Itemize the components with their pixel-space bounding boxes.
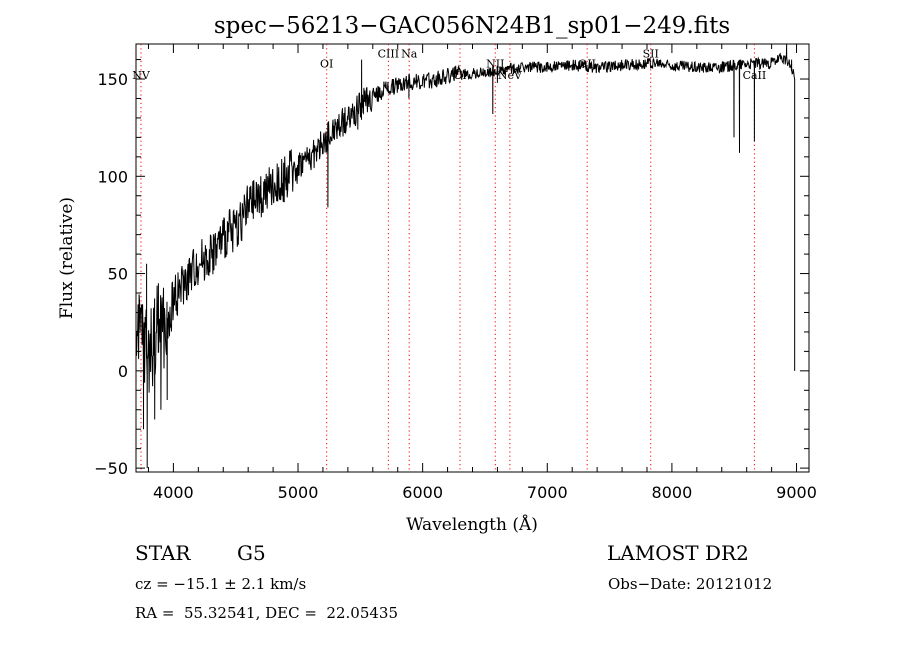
spectral-line-label: OI — [320, 57, 333, 70]
redshift-value: cz = −15.1 ± 2.1 km/s — [135, 575, 307, 593]
x-axis-label: Wavelength (Å) — [406, 514, 538, 535]
spectral-line-label: NV — [132, 69, 151, 82]
sky-coordinates: RA = 55.32541, DEC = 22.05435 — [135, 604, 399, 622]
x-tick-label: 8000 — [652, 483, 693, 502]
plot-frame — [135, 43, 810, 473]
spectral-subclass: G5 — [237, 541, 266, 565]
y-tick-label: 50 — [108, 265, 128, 284]
spectral-line-label: CIII — [378, 48, 399, 61]
spectral-line-label: Na — [401, 48, 418, 61]
y-tick-label: 100 — [97, 167, 128, 186]
x-tick-label: 5000 — [278, 483, 319, 502]
spectrum-line — [136, 43, 796, 469]
y-tick-label: 0 — [118, 362, 128, 381]
observation-date: Obs−Date: 20121012 — [608, 575, 773, 593]
x-tick-label: 9000 — [776, 483, 817, 502]
y-tick-label: −50 — [94, 459, 128, 478]
object-class: STAR — [135, 541, 191, 565]
x-tick-label: 6000 — [402, 483, 443, 502]
spectral-line-label: SII — [643, 48, 659, 61]
spectrum-series — [136, 43, 796, 469]
survey-name: LAMOST DR2 — [607, 541, 749, 565]
x-tick-label: 4000 — [153, 483, 194, 502]
x-tick-label: 7000 — [527, 483, 568, 502]
y-axis-label: Flux (relative) — [57, 197, 77, 319]
axes: 4000 5000 6000 7000 8000 9000 −50 0 50 100 150 — [94, 44, 817, 502]
chart-title: spec−56213−GAC056N24B1_sp01−249.fits — [214, 13, 730, 39]
y-tick-label: 150 — [97, 70, 128, 89]
